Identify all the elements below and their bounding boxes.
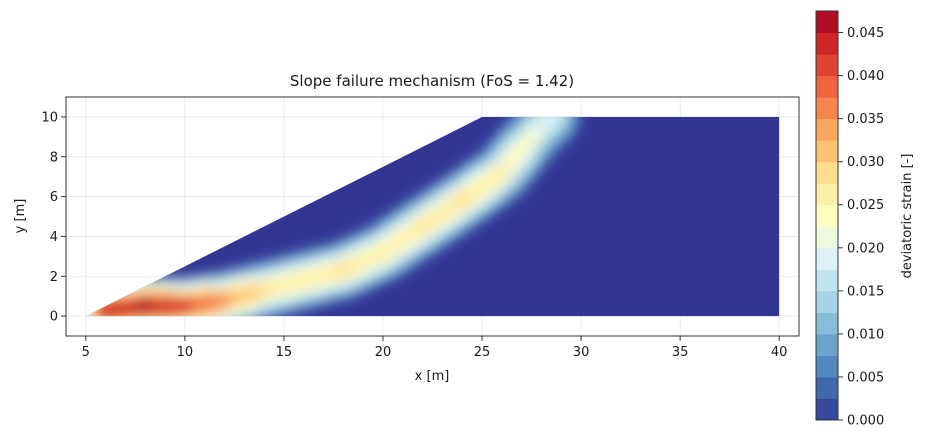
x-tick-label: 35 [672, 345, 689, 360]
x-tick-label: 5 [82, 345, 90, 360]
colorbar-level [816, 97, 838, 120]
shear-band-point [492, 163, 511, 182]
colorbar-level [816, 312, 838, 335]
colorbar-level [816, 118, 838, 141]
colorbar-level [816, 204, 838, 227]
colorbar-level [816, 376, 838, 399]
shear-band-point [334, 261, 353, 280]
x-tick-label: 30 [573, 345, 590, 360]
shear-band-point [136, 297, 155, 316]
colorbar-tick-label: 0.010 [847, 327, 884, 342]
x-axis-label: x [m] [415, 369, 450, 384]
colorbar-level [816, 183, 838, 206]
chart-title: Slope failure mechanism (FoS = 1.42) [290, 72, 574, 90]
colorbar-level [816, 226, 838, 249]
shear-band-point [294, 271, 313, 290]
y-tick-label: 2 [50, 270, 58, 285]
colorbar-level [816, 333, 838, 356]
colorbar-level [816, 140, 838, 163]
colorbar-level [816, 247, 838, 270]
colorbar-tick-label: 0.035 [847, 112, 884, 127]
y-axis-label: y [m] [13, 199, 28, 234]
shear-band [85, 116, 581, 317]
colorbar-tick-label: 0.025 [847, 198, 884, 213]
shear-band-point [175, 297, 194, 316]
shear-band-point [453, 191, 472, 210]
x-axis-ticks: 5 10 15 20 25 30 35 40 [82, 336, 788, 360]
x-tick-label: 25 [474, 345, 491, 360]
x-tick-label: 15 [276, 345, 293, 360]
colorbar-tick-label: 0.020 [847, 241, 884, 256]
colorbar-frame [815, 10, 839, 421]
colorbar-level [816, 32, 838, 55]
shear-band-point [542, 116, 561, 126]
shear-band-point [522, 127, 541, 146]
y-tick-label: 8 [50, 150, 58, 165]
colorbar-tick-label: 0.015 [847, 284, 884, 299]
y-tick-label: 0 [50, 310, 58, 325]
x-tick-label: 20 [375, 345, 392, 360]
strain-field [85, 116, 780, 317]
y-tick-label: 10 [41, 110, 58, 125]
shear-band-point [255, 281, 274, 300]
colorbar-level [816, 398, 838, 421]
colorbar-level [816, 290, 838, 313]
colorbar-ticks: 0.000 0.005 0.010 0.015 0.020 0.025 0.030 0.035… [838, 26, 884, 429]
shear-band-point [413, 217, 432, 236]
shear-band-point [373, 243, 392, 262]
colorbar-level [816, 75, 838, 98]
colorbar-level [816, 269, 838, 292]
colorbar-level [816, 355, 838, 378]
y-tick-label: 4 [50, 230, 58, 245]
x-tick-label: 40 [771, 345, 788, 360]
colorbar-tick-label: 0.040 [847, 69, 884, 84]
strain-field-clipped [85, 116, 780, 317]
plot-frame [65, 96, 800, 337]
colorbar-tick-label: 0.030 [847, 155, 884, 170]
colorbar-level [816, 11, 838, 34]
colorbar-tick-label: 0.045 [847, 26, 884, 41]
colorbar-tick-label: 0.005 [847, 370, 884, 385]
x-tick-label: 10 [177, 345, 194, 360]
colorbar [815, 10, 839, 421]
shear-band-point [215, 291, 234, 310]
colorbar-level [816, 161, 838, 184]
colorbar-label: deviatoric strain [-] [900, 154, 915, 279]
colorbar-tick-label: 0.000 [847, 414, 884, 429]
y-axis-ticks: 0 2 4 6 8 10 [41, 110, 66, 325]
y-tick-label: 6 [50, 190, 58, 205]
colorbar-level [816, 54, 838, 77]
